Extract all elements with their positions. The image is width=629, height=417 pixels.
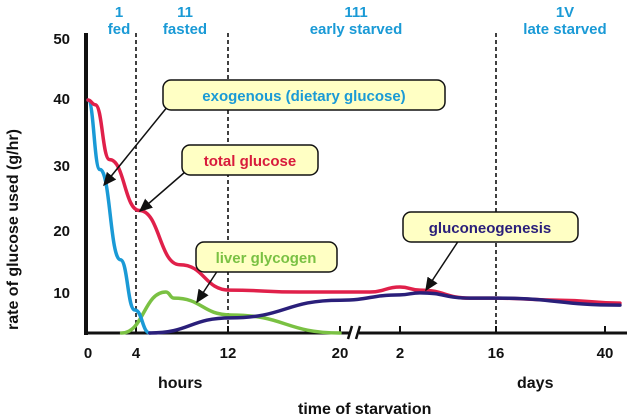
phase-1-name: fed <box>108 21 131 38</box>
svg-text:total glucose: total glucose <box>204 153 297 170</box>
annotation-exogenous: exogenous (dietary glucose) <box>103 79 446 187</box>
phase-4-numeral: 1V <box>556 4 574 21</box>
y-tick-label: 10 <box>53 285 70 302</box>
y-tick-label: 20 <box>53 223 70 240</box>
series-line-gluconeogenesis <box>148 291 622 335</box>
svg-text:exogenous (dietary glucose): exogenous (dietary glucose) <box>202 88 405 105</box>
series-line-total-glucose <box>86 98 622 305</box>
y-tick-label: 40 <box>53 91 70 108</box>
svg-text:liver glycogen: liver glycogen <box>216 250 317 267</box>
annotation-gluconeogenesis: gluconeogenesis <box>402 211 579 292</box>
phase-1-numeral: 1 <box>115 4 123 21</box>
phase-4-name: late starved <box>523 21 606 38</box>
annotation-total-glucose: total glucose <box>138 144 319 212</box>
y-tick-label: 30 <box>53 158 70 175</box>
y-axis-label: rate of glucose used (g/hr) <box>5 129 22 330</box>
x-axis-title: time of starvation <box>298 401 431 417</box>
x-tick-label: 20 <box>332 345 349 362</box>
x-tick-label: 0 <box>84 345 92 362</box>
phase-2-name: fasted <box>163 21 207 38</box>
x-axis-days-label: days <box>517 375 554 392</box>
phase-3-name: early starved <box>310 21 403 38</box>
x-tick-label: 40 <box>597 345 614 362</box>
x-tick-label: 12 <box>220 345 237 362</box>
x-tick-label: 4 <box>132 345 141 362</box>
svg-text:gluconeogenesis: gluconeogenesis <box>429 220 552 237</box>
annotation-liver-glycogen: liver glycogen <box>195 241 338 304</box>
phase-3-numeral: 111 <box>344 4 367 21</box>
series-line-exogenous-dietary-glucose- <box>86 98 152 335</box>
x-axis-hours-label: hours <box>158 375 203 392</box>
x-tick-label: 16 <box>488 345 505 362</box>
series-line-liver-glycogen <box>119 290 342 335</box>
phase-2-numeral: 11 <box>177 4 193 21</box>
y-tick-label: 50 <box>53 31 70 48</box>
axis-break-icon <box>346 325 362 340</box>
x-tick-label: 2 <box>396 345 404 362</box>
